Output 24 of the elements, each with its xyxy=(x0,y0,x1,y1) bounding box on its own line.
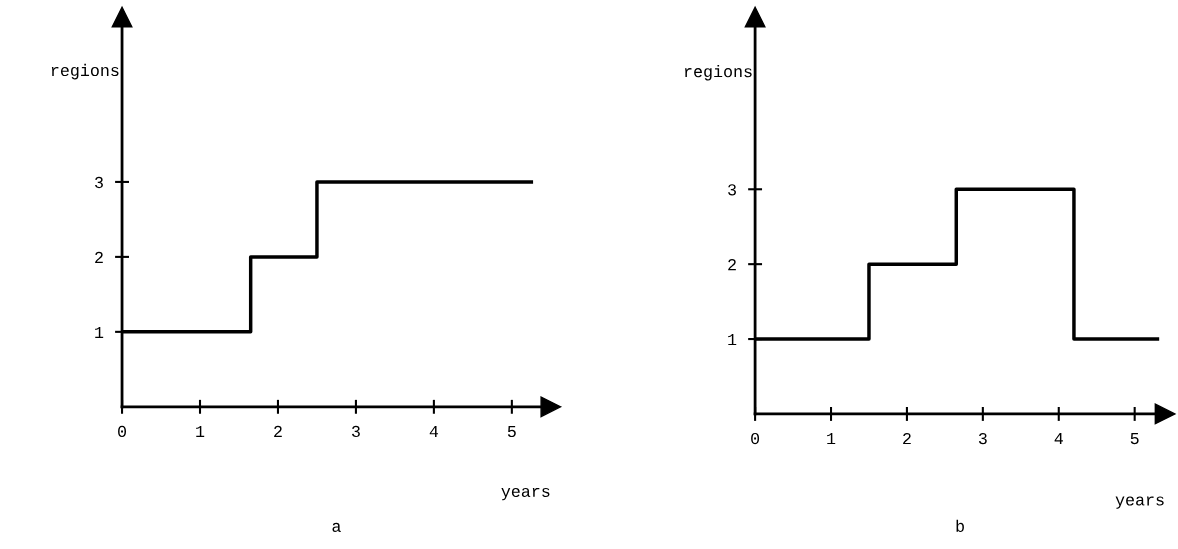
x-tick-label: 3 xyxy=(978,432,987,445)
x-tick-label: 5 xyxy=(507,425,516,438)
x-tick-label: 2 xyxy=(903,432,911,445)
y-axis-title: regions xyxy=(51,63,119,80)
y-axis-title: regions xyxy=(685,64,752,81)
y-tick-label: 2 xyxy=(95,251,103,263)
x-tick-label: 1 xyxy=(827,433,836,445)
x-tick-label: 0 xyxy=(118,425,127,438)
text: a xyxy=(332,522,341,532)
y-tick-label: 3 xyxy=(95,176,103,189)
text: b xyxy=(956,519,964,532)
x-tick-label: 2 xyxy=(274,425,282,437)
y-tick-label: 1 xyxy=(95,326,104,338)
y-tick-label: 2 xyxy=(728,259,736,271)
x-axis-title: years xyxy=(1115,496,1164,509)
y-tick-label: 1 xyxy=(728,334,737,346)
x-tick-label: 4 xyxy=(1054,433,1063,445)
x-tick-label: 0 xyxy=(751,432,760,445)
x-tick-label: 3 xyxy=(351,425,360,438)
x-tick-label: 4 xyxy=(429,425,439,437)
y-tick-label: 3 xyxy=(728,184,736,196)
x-tick-label: 1 xyxy=(196,425,205,437)
x-axis-title: years xyxy=(501,487,550,501)
x-tick-label: 5 xyxy=(1130,433,1139,445)
